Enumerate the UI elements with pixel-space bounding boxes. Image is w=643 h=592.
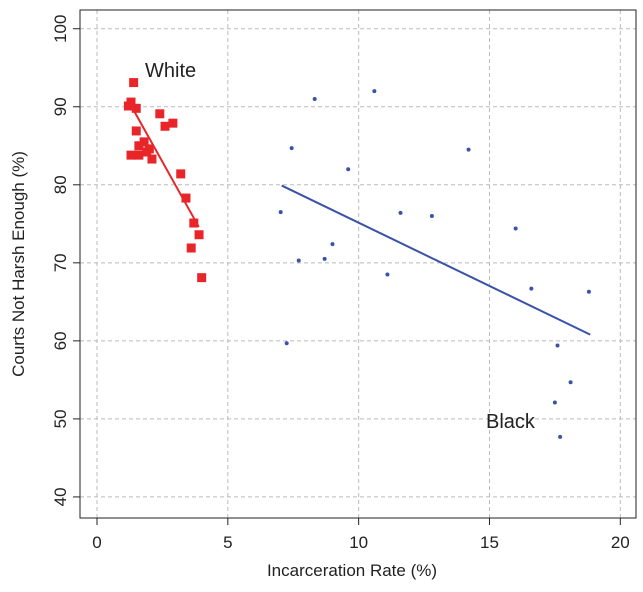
point bbox=[155, 109, 165, 119]
point bbox=[186, 243, 196, 253]
y-tick-label: 100 bbox=[51, 15, 70, 43]
point bbox=[139, 137, 149, 147]
point bbox=[296, 258, 301, 263]
point bbox=[466, 147, 471, 152]
point bbox=[555, 343, 560, 348]
x-axis-label: Incarceration Rate (%) bbox=[267, 561, 437, 580]
point bbox=[194, 230, 204, 240]
point bbox=[160, 121, 170, 131]
point bbox=[134, 150, 144, 160]
point bbox=[385, 272, 390, 277]
y-tick-label: 90 bbox=[51, 97, 70, 116]
point bbox=[513, 226, 518, 231]
point bbox=[142, 147, 152, 157]
point bbox=[278, 210, 283, 215]
point bbox=[126, 150, 136, 160]
y-tick-label: 70 bbox=[51, 253, 70, 272]
point bbox=[147, 154, 157, 164]
point bbox=[398, 210, 403, 215]
point bbox=[176, 169, 186, 179]
point bbox=[586, 289, 591, 294]
plot-frame bbox=[79, 9, 637, 519]
point bbox=[558, 434, 563, 439]
y-tick-label: 60 bbox=[51, 331, 70, 350]
point bbox=[131, 126, 141, 136]
point bbox=[568, 380, 573, 385]
series-label: Black bbox=[486, 411, 536, 433]
point bbox=[552, 400, 557, 405]
point bbox=[197, 273, 207, 283]
point bbox=[129, 78, 139, 88]
point bbox=[429, 214, 434, 219]
point bbox=[289, 146, 294, 151]
y-tick-label: 40 bbox=[51, 487, 70, 506]
point bbox=[123, 101, 133, 111]
point bbox=[189, 218, 199, 228]
point bbox=[168, 118, 178, 128]
y-tick-label: 50 bbox=[51, 409, 70, 428]
series-label: White bbox=[145, 60, 196, 82]
x-tick-label: 5 bbox=[223, 533, 232, 552]
x-tick-label: 0 bbox=[92, 533, 101, 552]
point bbox=[372, 89, 377, 94]
point bbox=[330, 242, 335, 247]
x-tick-label: 10 bbox=[349, 533, 368, 552]
point bbox=[529, 286, 534, 291]
x-tick-label: 20 bbox=[611, 533, 630, 552]
point bbox=[322, 256, 327, 261]
y-tick-label: 80 bbox=[51, 175, 70, 194]
point bbox=[284, 341, 289, 346]
point bbox=[312, 96, 317, 101]
point bbox=[181, 193, 191, 203]
point bbox=[134, 141, 144, 151]
point bbox=[131, 103, 141, 113]
fit-line bbox=[129, 103, 200, 228]
y-axis-label: Courts Not Harsh Enough (%) bbox=[9, 151, 28, 377]
point bbox=[346, 167, 351, 172]
fit-line bbox=[281, 184, 591, 336]
x-tick-label: 15 bbox=[480, 533, 499, 552]
